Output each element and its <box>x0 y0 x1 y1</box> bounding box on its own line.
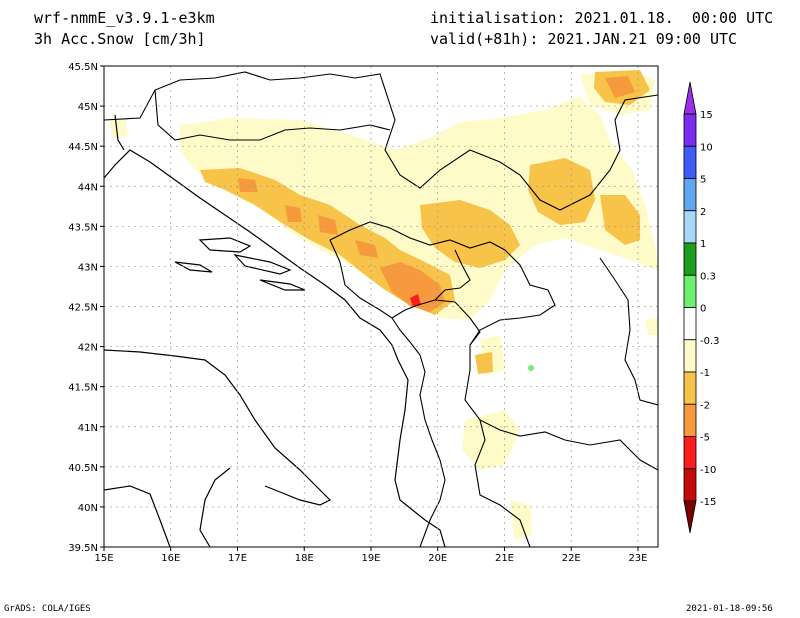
colorbar-top-arrow <box>683 81 697 115</box>
colorbar-swatch <box>683 468 697 502</box>
colorbar-level-label: 1 <box>700 239 706 250</box>
green-spot <box>528 365 534 371</box>
map-frame <box>103 65 659 548</box>
lon-tick-label: 17E <box>228 553 247 564</box>
axis-labels: 15E 16E 17E 18E 19E 20E 21E 22E 23E 45.5N 45N 44.5N… <box>68 62 647 564</box>
lat-tick-label: 43.5N <box>68 222 98 233</box>
lon-tick-label: 16E <box>161 553 180 564</box>
lat-tick-label: 44.5N <box>68 142 98 153</box>
lat-tick-label: 40N <box>78 503 98 514</box>
lat-tick-label: 44N <box>78 182 98 193</box>
valid-time: valid(+81h): 2021.JAN.21 09:00 UTC <box>430 30 738 48</box>
colorbar-bottom-arrow <box>683 500 697 534</box>
colorbar-level-label: -2 <box>700 400 710 411</box>
lon-tick-label: 22E <box>562 553 581 564</box>
country-borders <box>104 71 658 547</box>
colorbar-level-label: 0.3 <box>700 271 716 282</box>
lat-tick-label: 39.5N <box>68 543 98 554</box>
lat-tick-label: 42.5N <box>68 303 98 314</box>
colorbar-swatch <box>683 113 697 147</box>
init-time: initialisation: 2021.01.18. 00:00 UTC <box>430 9 774 27</box>
field-name: 3h Acc.Snow [cm/3h] <box>34 30 206 48</box>
lon-tick-label: 20E <box>428 553 447 564</box>
lon-tick-label: 23E <box>628 553 647 564</box>
lat-tick-label: 41.5N <box>68 383 98 394</box>
colorbar-swatch <box>683 242 697 276</box>
colorbar-level-label: -15 <box>700 497 716 508</box>
snow-heavy-areas <box>238 76 635 312</box>
colorbar-swatch <box>683 307 697 341</box>
colorbar-level-label: 15 <box>700 110 713 121</box>
colorbar-swatch <box>683 210 697 244</box>
lat-tick-label: 45N <box>78 102 98 113</box>
snow-peak-area <box>410 294 421 307</box>
colorbar-legend: 15 10 5 2 1 0.3 0 -0.3 -1 -2 -5 -10 -15 <box>683 81 720 534</box>
timestamp-footer: 2021-01-18-09:56 <box>686 604 773 614</box>
colorbar-swatch <box>683 403 697 437</box>
colorbar-swatch <box>683 339 697 373</box>
lon-tick-label: 18E <box>295 553 314 564</box>
lat-tick-label: 42N <box>78 343 98 354</box>
lat-tick-label: 43N <box>78 262 98 273</box>
lat-tick-label: 41N <box>78 423 98 434</box>
colorbar-level-label: -1 <box>700 368 710 379</box>
lon-tick-label: 19E <box>361 553 380 564</box>
coastlines <box>104 114 446 547</box>
colorbar-swatch <box>683 145 697 179</box>
colorbar-swatch <box>683 274 697 308</box>
colorbar-level-label: -10 <box>700 465 716 476</box>
graticule <box>104 66 658 547</box>
lat-tick-label: 45.5N <box>68 62 98 73</box>
colorbar-level-label: 0 <box>700 304 706 315</box>
colorbar-swatch <box>683 371 697 405</box>
colorbar-level-label: -0.3 <box>700 336 720 347</box>
colorbar-swatch <box>683 436 697 470</box>
colorbar-swatch <box>683 178 697 212</box>
lon-tick-label: 15E <box>94 553 113 564</box>
lon-tick-label: 21E <box>495 553 514 564</box>
colorbar-level-label: 2 <box>700 207 706 218</box>
colorbar-level-label: -5 <box>700 433 710 444</box>
colorbar-level-label: 5 <box>700 175 706 186</box>
lat-tick-label: 40.5N <box>68 463 98 474</box>
grads-credit: GrADS: COLA/IGES <box>4 604 91 614</box>
model-name: wrf-nmmE_v3.9.1-e3km <box>34 9 215 27</box>
colorbar-level-label: 10 <box>700 142 713 153</box>
